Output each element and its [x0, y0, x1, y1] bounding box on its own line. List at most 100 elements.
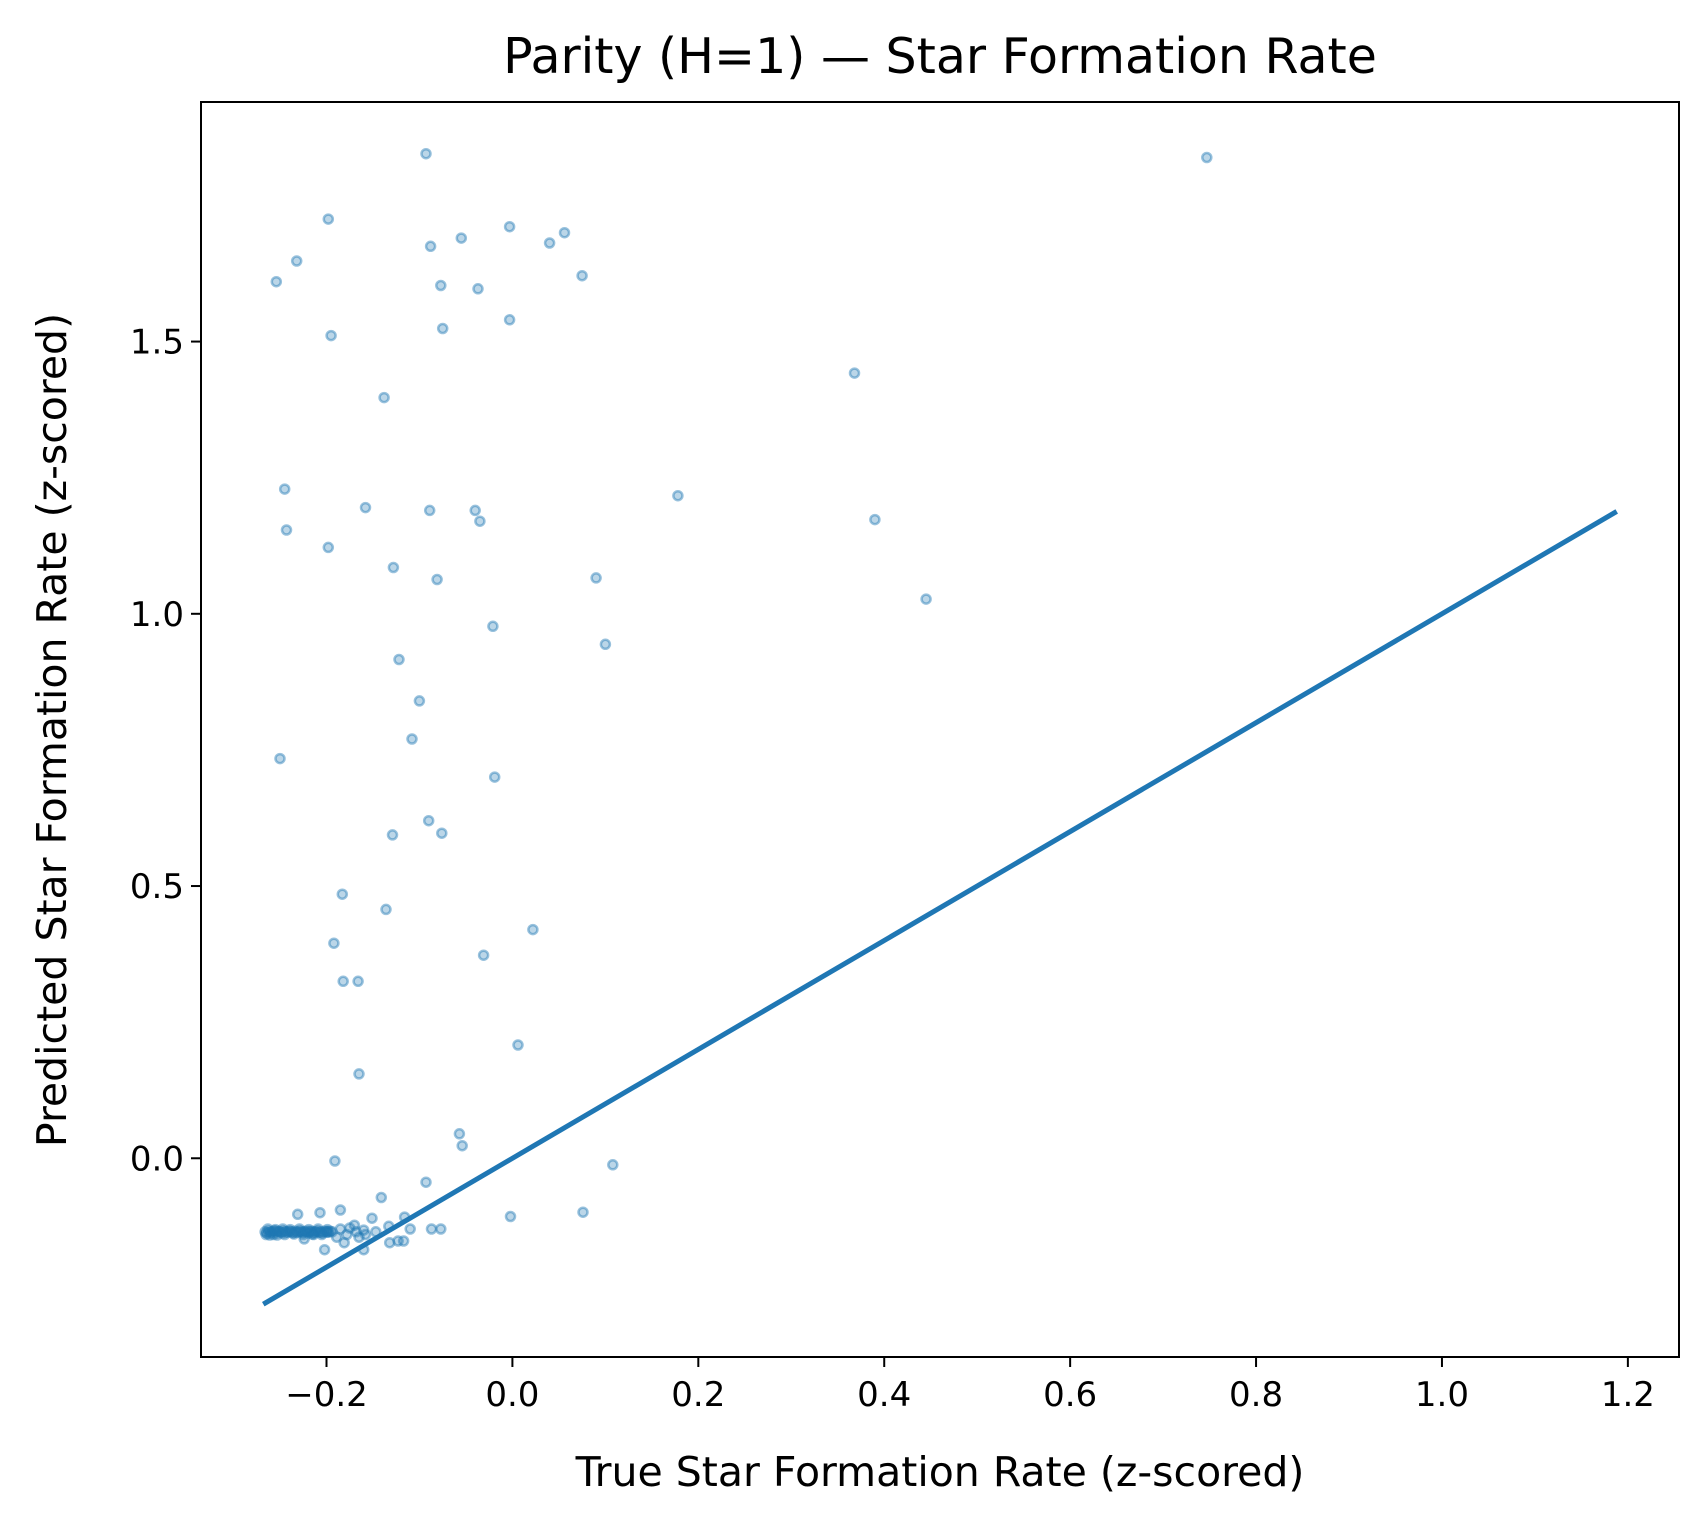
scatter-point: [278, 1228, 291, 1241]
x-tick-label: 0.8: [1229, 1375, 1283, 1415]
scatter-point: [330, 1231, 343, 1243]
scatter-point: [263, 1225, 275, 1237]
scatter-point: [284, 1223, 296, 1236]
scatter-point: [307, 1226, 320, 1239]
scatter-point: [322, 213, 335, 225]
scatter-point: [488, 771, 501, 783]
scatter-point: [422, 814, 435, 827]
scatter-point: [423, 504, 436, 517]
scatter-point: [558, 226, 571, 239]
scatter-point: [1201, 151, 1213, 164]
x-tick-label: 1.0: [1415, 1375, 1469, 1415]
scatter-point: [325, 329, 337, 342]
scatter-point: [383, 1236, 396, 1249]
y-tick-label: 1.0: [130, 595, 184, 635]
scatter-point: [435, 1223, 447, 1235]
scatter-point: [474, 515, 486, 527]
scatter-point: [350, 1226, 362, 1238]
scatter-point: [307, 1228, 320, 1241]
scatter-point: [289, 1225, 301, 1237]
x-tick-label: 0.6: [1043, 1375, 1097, 1415]
scatter-point: [366, 1212, 378, 1224]
scatter-point: [436, 827, 448, 839]
scatter-point: [337, 975, 349, 988]
scatter-point: [262, 1223, 274, 1235]
scatter-point: [487, 620, 499, 633]
scatter-point: [269, 1223, 282, 1236]
scatter-point: [424, 240, 437, 253]
scatter-point: [378, 391, 390, 404]
scatter-point: [404, 1223, 416, 1235]
scatter-point: [316, 1228, 328, 1241]
scatter-point: [503, 220, 516, 233]
scatter-point: [270, 275, 283, 288]
scatter-point: [527, 923, 539, 936]
scatter-point: [305, 1225, 318, 1237]
scatter-point: [321, 1226, 334, 1238]
scatter-point: [266, 1226, 279, 1238]
scatter-point: [312, 1223, 324, 1235]
scatter-point: [455, 232, 468, 244]
scatter-point: [298, 1226, 310, 1238]
scatter-point: [274, 752, 286, 765]
scatter-point: [577, 1206, 589, 1218]
scatter-point: [672, 489, 684, 502]
scatter-point: [322, 1226, 335, 1239]
scatter-point: [264, 1229, 276, 1241]
y-tick-label: 1.5: [130, 323, 184, 363]
identity-line: [262, 509, 1618, 1307]
scatter-point: [607, 1159, 619, 1171]
x-tick-label: 1.2: [1601, 1375, 1655, 1415]
scatter-point: [456, 1139, 468, 1152]
scatter-point: [477, 949, 490, 961]
scatter-point: [341, 1228, 353, 1241]
scatter-point: [317, 1227, 329, 1239]
scatter-point: [274, 1226, 286, 1238]
scatter-point: [334, 1223, 347, 1235]
y-tick-label: 0.0: [130, 1139, 184, 1179]
scatter-point: [264, 1226, 277, 1239]
scatter-point: [302, 1227, 314, 1239]
scatter-point: [311, 1225, 323, 1237]
scatter-point: [306, 1228, 319, 1240]
scatter-point: [298, 1233, 310, 1245]
scatter-point: [469, 504, 481, 517]
scatter-point: [393, 653, 405, 666]
scatter-point: [303, 1223, 315, 1236]
scatter-point: [343, 1222, 356, 1234]
scatter-point: [276, 1227, 288, 1239]
scatter-point: [380, 903, 392, 916]
scatter-point: [320, 1226, 333, 1238]
scatter-point: [353, 1231, 365, 1243]
scatter-point: [543, 237, 556, 249]
scatter-point: [267, 1228, 280, 1241]
x-axis-label: True Star Formation Rate (z-scored): [575, 1448, 1305, 1496]
scatter-point: [315, 1226, 327, 1238]
scatter-point: [386, 829, 399, 841]
scatter-point: [270, 1226, 283, 1239]
scatter-point: [277, 1223, 289, 1235]
scatter-point: [436, 322, 449, 335]
scatter-point: [504, 1210, 517, 1223]
scatter-point: [304, 1226, 316, 1238]
axes-frame: [200, 101, 1680, 1358]
scatter-point: [420, 1176, 432, 1188]
scatter-point: [280, 524, 293, 536]
scatter-point: [322, 541, 335, 554]
scatter-point: [293, 1223, 306, 1235]
scatter-point: [313, 1226, 325, 1239]
scatter-point: [413, 695, 426, 707]
scatter-point: [359, 501, 372, 514]
scatter-point: [406, 733, 418, 745]
scatter-point: [338, 1236, 350, 1249]
y-axis: 0.0 0.5 1.0 1.5: [130, 323, 201, 1179]
scatter-point: [318, 1225, 331, 1237]
y-axis-label: Predicted Star Formation Rate (z-scored): [28, 313, 76, 1147]
x-tick-label: −0.2: [285, 1375, 368, 1415]
scatter-point: [277, 1225, 290, 1237]
scatter-point: [287, 1227, 299, 1239]
scatter-point: [334, 1204, 347, 1216]
x-tick-label: 0.2: [671, 1375, 725, 1415]
scatter-point: [278, 483, 291, 495]
scatter-point: [261, 1227, 273, 1239]
